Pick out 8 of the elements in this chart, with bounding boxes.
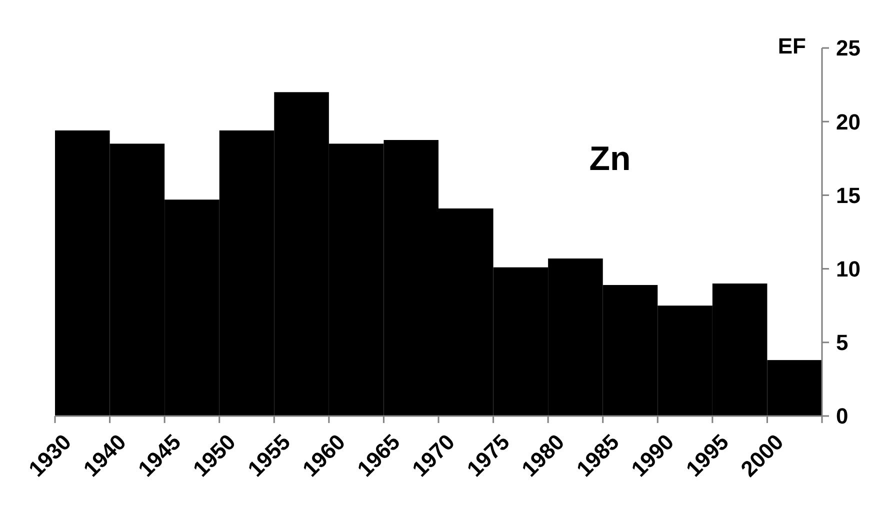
annotation: Zn: [589, 140, 631, 178]
y-axis-title: EF: [778, 34, 806, 59]
y-tick-label: 25: [836, 36, 860, 61]
y-tick-label: 20: [836, 109, 860, 134]
y-tick-label: 5: [836, 330, 848, 356]
y-tick-label: 10: [836, 256, 860, 282]
y-tick-label: 0: [836, 404, 848, 429]
y-tick-label: 15: [836, 182, 860, 208]
